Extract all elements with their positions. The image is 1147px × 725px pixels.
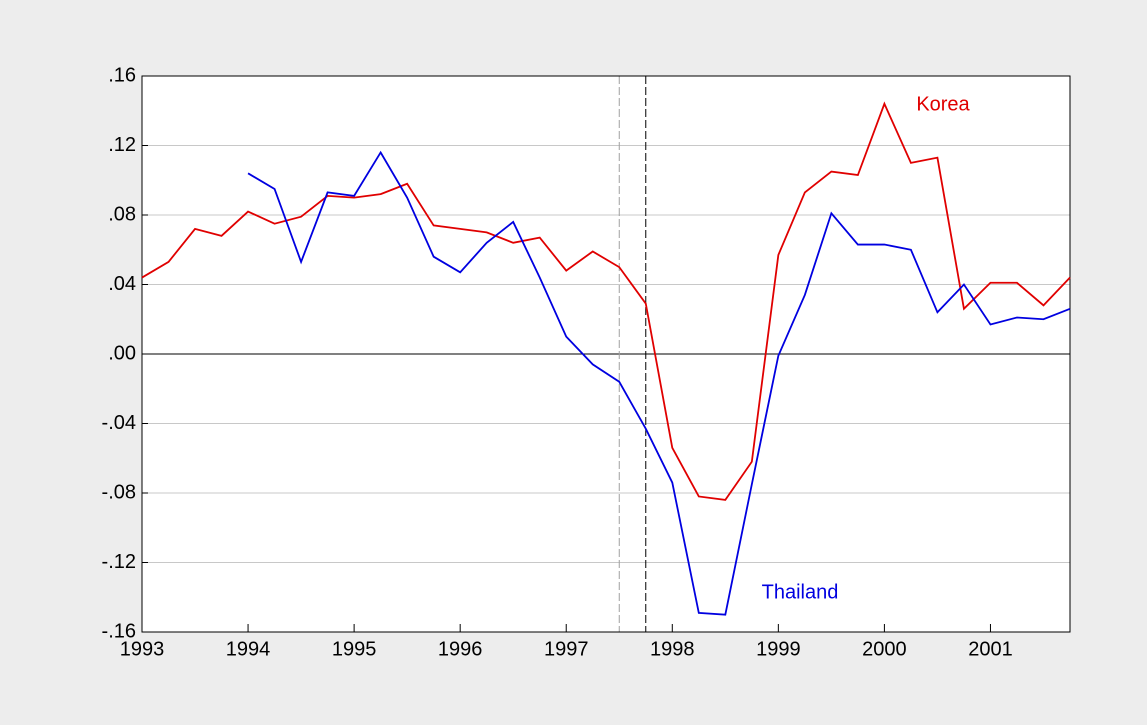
y-tick-label: .08	[108, 203, 136, 225]
plot-frame	[141, 75, 1071, 633]
x-tick-label: 1994	[226, 638, 271, 660]
x-tick-label: 1993	[120, 638, 165, 660]
series-line	[247, 150, 1071, 616]
x-tick-label: 2001	[968, 638, 1013, 660]
x-tick-label: 1998	[650, 638, 695, 660]
y-tick-label: -.16	[102, 620, 136, 642]
series-label: Thailand	[762, 581, 839, 603]
y-tick-label: .12	[108, 134, 136, 156]
x-tick-label: 1995	[332, 638, 377, 660]
x-tick-label: 2000	[862, 638, 907, 660]
x-tick-label: 1997	[544, 638, 589, 660]
y-tick-label: -.04	[102, 412, 136, 434]
y-tick-label: .00	[108, 342, 136, 364]
series-line	[141, 101, 1071, 501]
y-tick-label: -.08	[102, 481, 136, 503]
y-tick-label: .16	[108, 64, 136, 86]
x-tick-label: 1999	[756, 638, 801, 660]
series-label: Korea	[916, 93, 970, 115]
y-tick-label: .04	[108, 273, 136, 295]
x-tick-label: 1996	[438, 638, 483, 660]
y-tick-label: -.12	[102, 551, 136, 573]
